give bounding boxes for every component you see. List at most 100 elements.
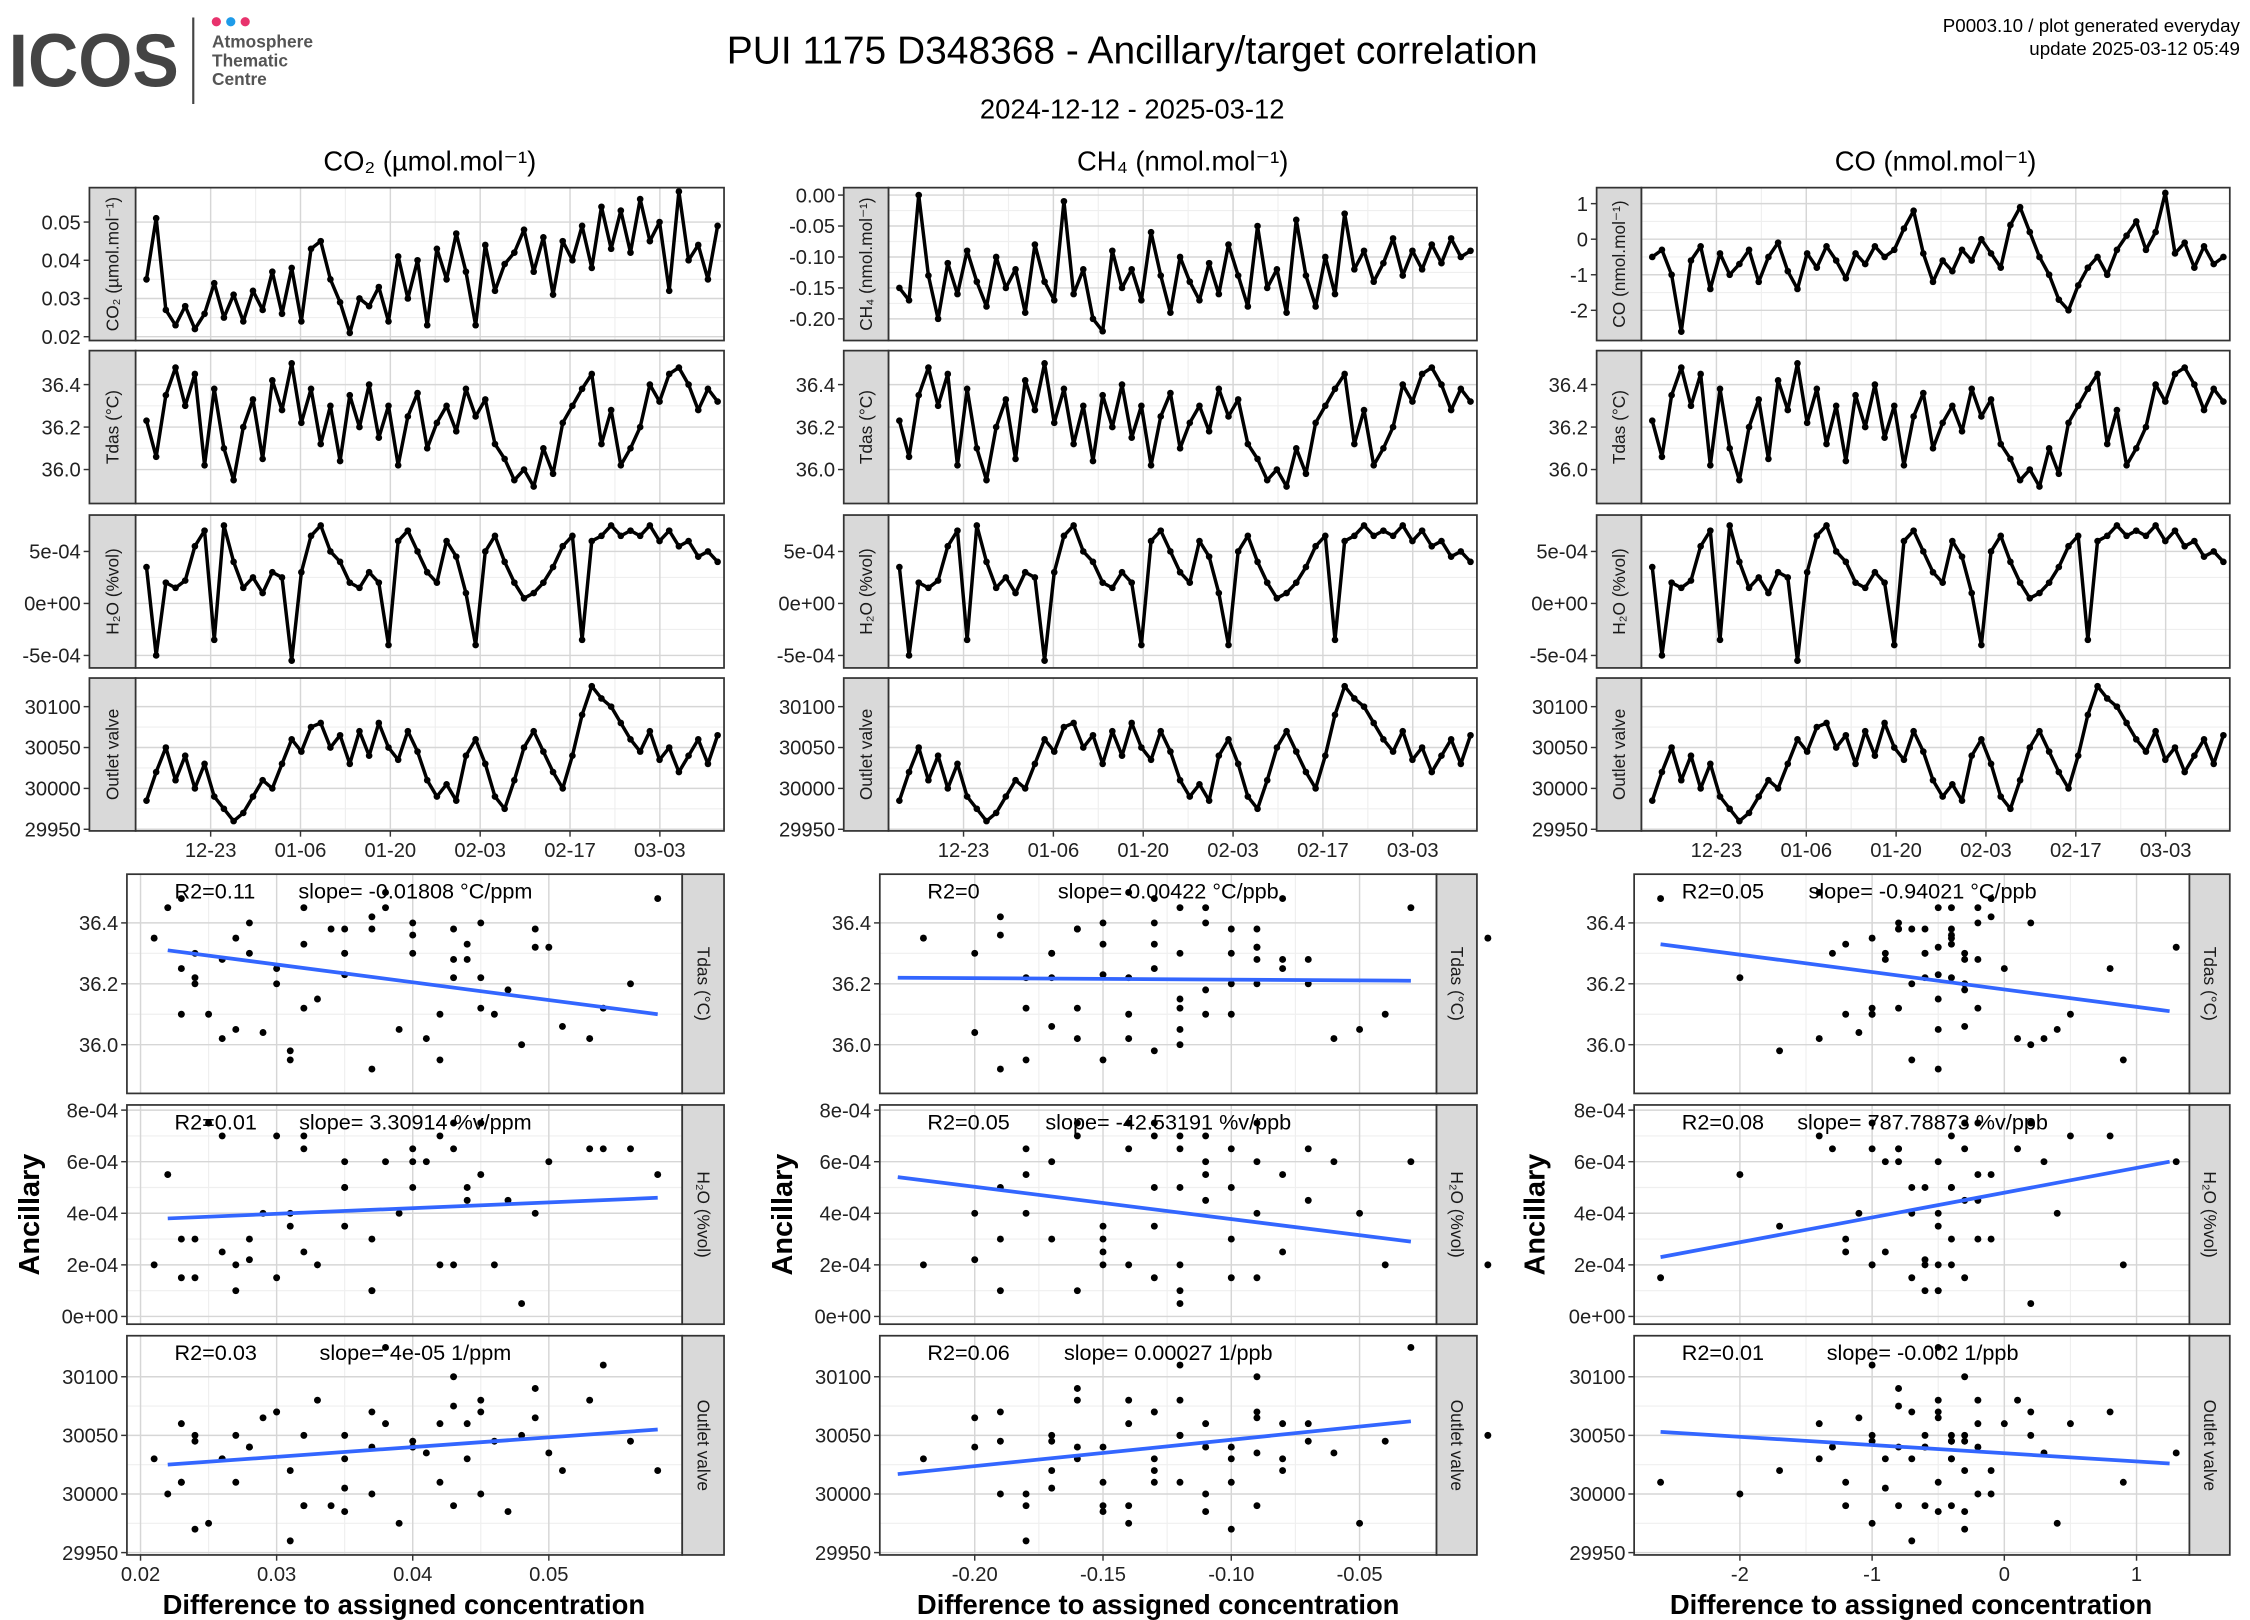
y-tick-label: 8e-04: [67, 1100, 119, 1122]
scatter-point: [996, 1490, 1004, 1498]
data-point: [269, 377, 276, 384]
x-tick-label: 0.03: [257, 1564, 296, 1586]
data-point: [992, 584, 1000, 592]
scatter-point: [1048, 1467, 1056, 1475]
y-tick-label: 36.4: [832, 913, 871, 935]
data-point: [1060, 532, 1068, 540]
scatter-point: [1974, 1396, 1982, 1404]
scatter-point: [1150, 1132, 1158, 1140]
data-point: [2026, 594, 2034, 602]
data-point: [973, 444, 981, 452]
data-point: [1842, 274, 1850, 282]
data-point: [1755, 278, 1763, 286]
data-point: [1784, 267, 1792, 275]
data-point: [1687, 752, 1695, 760]
scatter-point: [191, 974, 199, 982]
data-point: [143, 417, 150, 425]
data-point: [934, 315, 942, 323]
data-point: [1813, 723, 1821, 731]
scatter-point: [436, 1420, 444, 1428]
y-tick-label: 30050: [815, 1426, 871, 1448]
scatter-point: [1202, 1171, 1210, 1179]
y-tick-label: 5e-04: [29, 542, 81, 564]
scatter-point: [1099, 971, 1107, 979]
scatter-point: [1125, 1396, 1133, 1404]
data-point: [1060, 723, 1068, 731]
scatter-point: [1227, 1455, 1235, 1463]
data-point: [1668, 579, 1675, 586]
data-point: [656, 756, 663, 764]
scatter-point: [1227, 1145, 1235, 1153]
scatter-point: [1099, 1222, 1107, 1230]
scatter-panel-co2-outlet: R2=0.03 slope= 4e-05 1/ppm Outlet valve 299…: [62, 1334, 725, 1586]
scatter-point: [1934, 1508, 1942, 1516]
scatter-point: [191, 1274, 199, 1282]
data-point: [1302, 272, 1310, 279]
data-point: [394, 253, 402, 260]
x-tick-label: 02-17: [544, 840, 596, 862]
data-point: [2220, 253, 2227, 261]
data-point: [675, 188, 683, 195]
scatter-point: [368, 1235, 376, 1243]
data-point: [2161, 537, 2169, 545]
data-point: [1176, 776, 1184, 784]
data-point: [973, 805, 981, 813]
data-point: [598, 532, 605, 540]
data-point: [1832, 402, 1840, 410]
data-point: [1089, 558, 1097, 566]
scatter-point: [1253, 1158, 1261, 1166]
data-point: [1803, 568, 1811, 576]
data-point: [172, 776, 179, 784]
data-point: [1147, 461, 1155, 469]
data-point: [1099, 327, 1106, 335]
data-point: [239, 809, 247, 817]
scatter-point: [1921, 1287, 1929, 1295]
scatter-point: [382, 904, 389, 912]
data-point: [1031, 760, 1039, 768]
scatter-point: [919, 934, 927, 942]
scatter-point: [341, 1431, 349, 1439]
data-point: [1910, 207, 1917, 215]
data-point: [288, 657, 296, 664]
data-point: [2065, 542, 2072, 550]
scatter-point: [341, 925, 349, 933]
data-point: [1668, 744, 1675, 751]
scatter-point: [1881, 1455, 1889, 1463]
data-point: [1774, 785, 1782, 792]
data-point: [1196, 537, 1203, 545]
facet-strip-label: Outlet valve: [1447, 1400, 1467, 1491]
data-point: [1002, 284, 1010, 292]
data-point: [1648, 797, 1656, 804]
scatter-point: [1048, 1022, 1056, 1030]
scatter-point: [1881, 955, 1889, 963]
scatter-point: [1974, 1235, 1982, 1243]
scatter-point: [1279, 1455, 1287, 1463]
scatter-point: [1908, 1455, 1916, 1463]
scatter-point: [341, 1184, 349, 1191]
scatter-point: [1881, 1484, 1889, 1492]
scatter-point: [463, 1184, 471, 1191]
data-point: [2181, 768, 2188, 776]
data-point: [433, 419, 441, 427]
data-point: [559, 419, 567, 427]
data-point: [1370, 719, 1378, 727]
data-point: [925, 272, 932, 279]
scatter-point: [1022, 1490, 1030, 1498]
scatter-point: [1895, 1145, 1903, 1153]
data-point: [1302, 563, 1310, 571]
data-point: [569, 256, 576, 264]
scatter-point: [191, 980, 199, 988]
data-point: [1438, 752, 1445, 760]
data-point: [1745, 423, 1753, 431]
data-point: [2181, 364, 2188, 371]
data-point: [1050, 568, 1058, 576]
scatter-point: [1855, 1209, 1863, 1217]
data-point: [954, 461, 961, 469]
data-point: [365, 752, 373, 760]
slope-label: slope= -0.002 1/ppb: [1827, 1340, 2019, 1365]
facet-strip-label: H₂O (%vol): [1609, 548, 1629, 634]
scatter-point: [531, 1385, 539, 1392]
data-point: [2036, 253, 2043, 261]
data-point: [607, 522, 615, 529]
slope-label: slope= 0.00027 1/ppb: [1064, 1340, 1273, 1365]
